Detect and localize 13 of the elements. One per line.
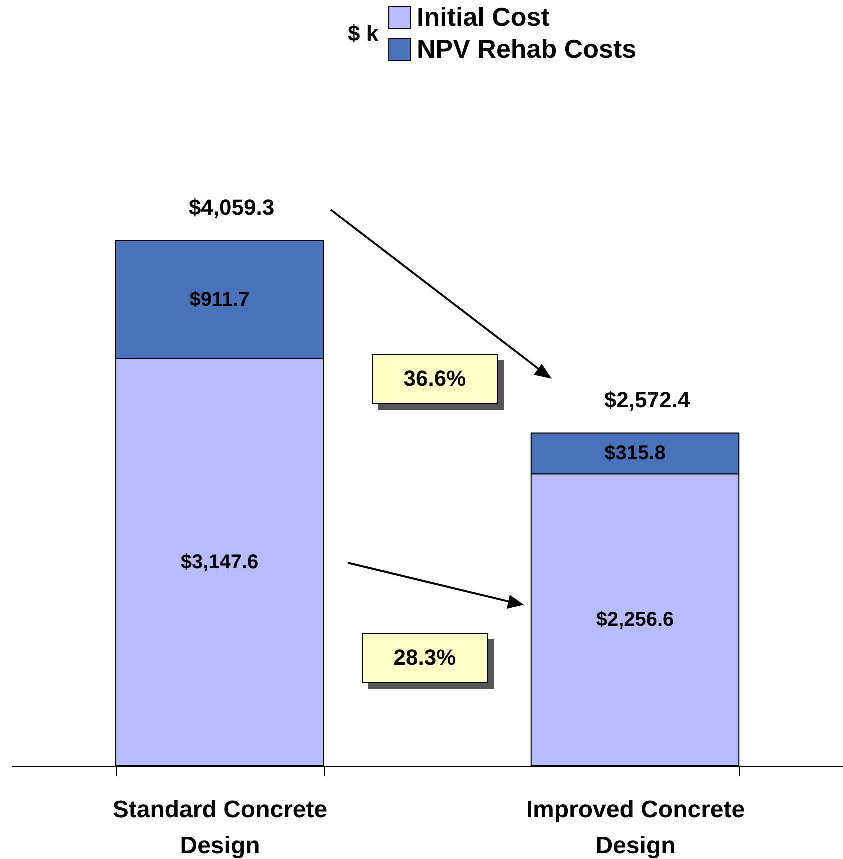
legend-label: Initial Cost xyxy=(417,2,550,32)
total-label: $2,572.4 xyxy=(604,387,691,412)
data-label: $3,147.6 xyxy=(180,551,259,574)
annotation: 28.3% xyxy=(362,633,488,683)
total-label: $4,059.3 xyxy=(188,195,275,220)
legend-label: NPV Rehab Costs xyxy=(417,34,637,64)
data-label: $911.7 xyxy=(190,288,250,311)
data-label: $315.8 xyxy=(604,442,666,465)
data-label: $2,256.6 xyxy=(596,609,674,632)
legend-title: $ k xyxy=(348,21,380,46)
x-tick-label: Improved Concrete Design xyxy=(526,796,746,859)
x-tick-label: Standard Concrete Design xyxy=(112,796,328,859)
annotation: 36.6% xyxy=(372,354,498,404)
